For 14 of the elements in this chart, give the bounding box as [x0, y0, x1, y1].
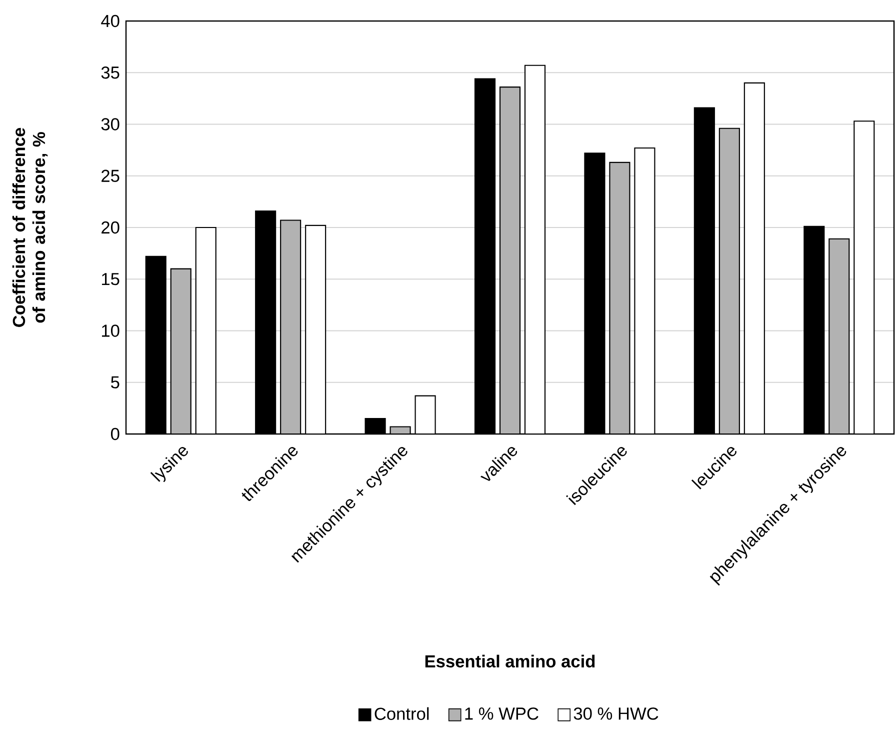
y-axis-title: Coefficient of difference of amino acid score, % — [12, 128, 48, 327]
legend-label: Control — [374, 707, 429, 720]
legend-label: 1 % WPC — [465, 707, 538, 720]
x-axis-title: Essential amino acid — [425, 654, 595, 668]
y-tick-label: 25 — [102, 170, 120, 182]
y-tick-label: 0 — [110, 428, 120, 440]
y-tick-label: 5 — [111, 376, 120, 388]
y-tick-label: 30 — [101, 118, 120, 130]
y-tick-label: 20 — [102, 221, 120, 234]
y-tick-label: 40 — [101, 14, 120, 28]
legend-label: 30 % HWC — [574, 707, 658, 720]
y-tick-label: 35 — [101, 66, 120, 79]
y-tick-label: 15 — [102, 273, 120, 286]
y-tick-label: 10 — [102, 324, 120, 337]
